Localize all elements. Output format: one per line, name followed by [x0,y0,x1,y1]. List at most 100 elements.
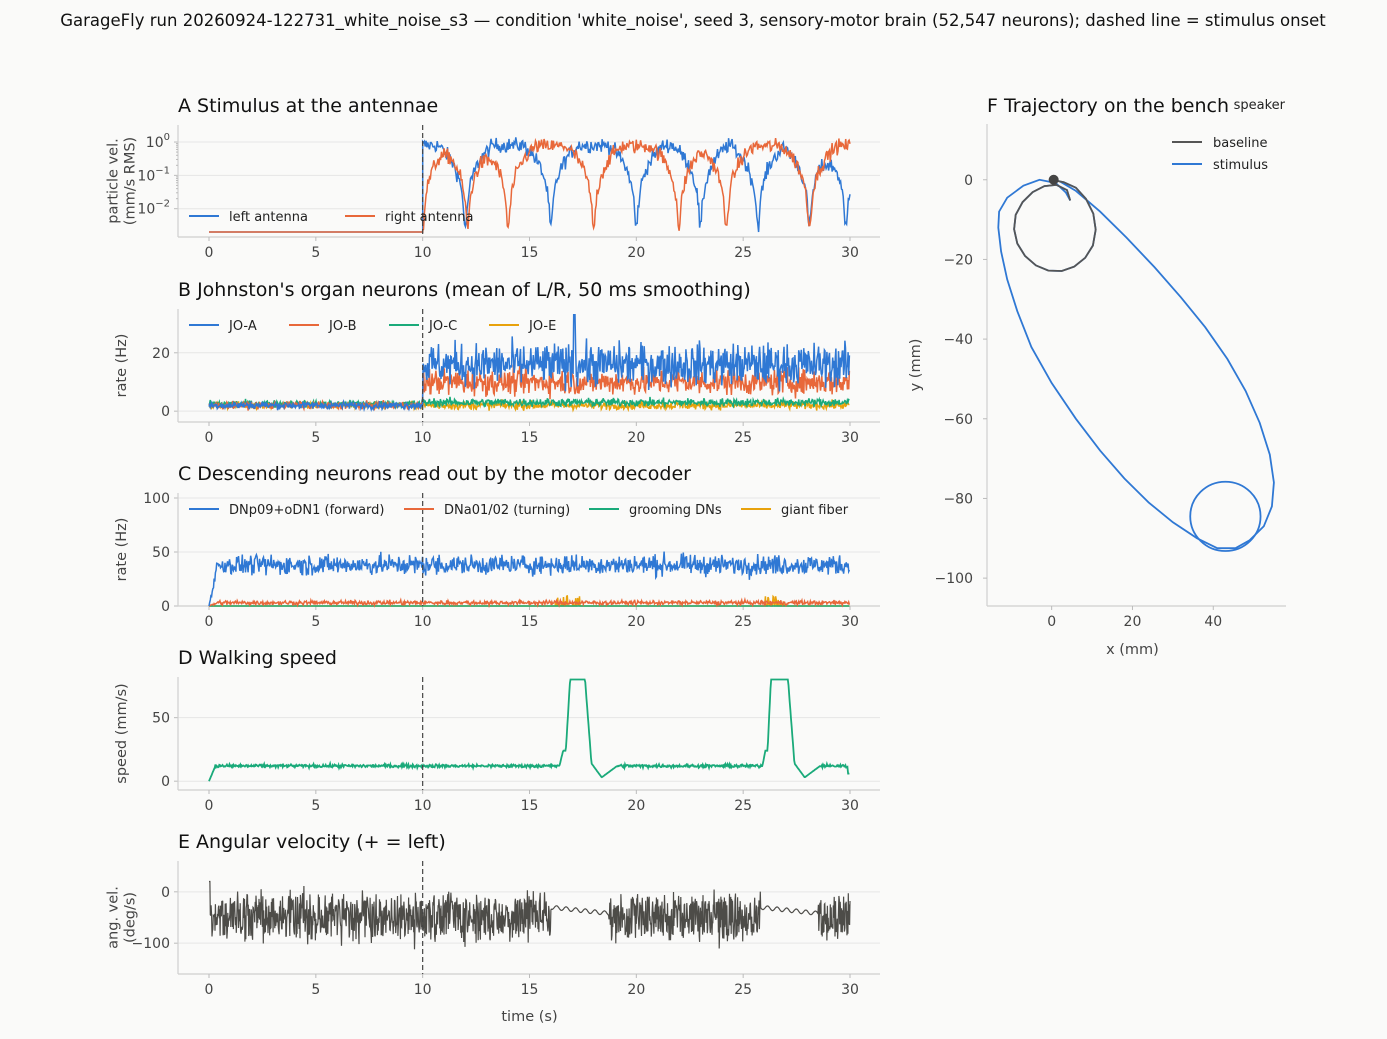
panel-C-xtick-label: 20 [627,614,645,630]
panel-B-title: B Johnston's organ neurons (mean of L/R,… [178,279,751,301]
panel-E-xlabel: time (s) [501,1009,557,1025]
panel-D-ylabel: speed (mm/s) [114,683,130,783]
panel-B-legend-label: JO-A [228,319,257,334]
panel-C-title: C Descending neurons read out by the mot… [178,463,691,485]
panel-D-ytick-label: 0 [161,774,170,790]
panel-F-stimulus-loop [1189,480,1262,552]
panel-F-xtick-label: 20 [1124,614,1142,630]
panel-A-title: A Stimulus at the antennae [178,95,438,117]
panel-A-xtick-label: 25 [734,245,752,261]
panel-E-angular-velocity: E Angular velocity (+ = left) 0 −100 0 5 10 1… [106,831,880,1025]
panel-F-ytick-label: −40 [943,332,973,348]
panel-A-xtick-label: 5 [311,245,320,261]
panel-E-xtick-label: 30 [841,982,859,998]
panel-C-xtick-label: 5 [311,614,320,630]
panel-E-ylabel: ang. vel. [106,886,122,949]
panel-E-title: E Angular velocity (+ = left) [178,831,446,853]
panel-F-speaker-marker [1048,174,1059,185]
panel-C-ylabel: rate (Hz) [114,518,130,582]
panel-D-xtick-label: 20 [627,798,645,814]
panel-D-walking-speed: D Walking speed 0 50 0 5 10 15 20 25 30 speed (mm… [114,647,880,814]
panel-B-legend-label: JO-E [528,319,556,334]
panel-A-series-right-antenna [209,137,851,233]
panel-A-xtick-label: 30 [841,245,859,261]
panel-F-stimulus-path [997,178,1275,550]
panel-B-xtick-label: 30 [841,430,859,446]
panel-C-xtick-label: 15 [521,614,539,630]
panel-A-ytick-label: 100 [146,132,170,151]
panel-A-ytick-label: 10−2 [137,199,170,218]
panel-B-series-JO-A [208,314,851,413]
panel-E-xtick-label: 0 [205,982,214,998]
panel-F-trajectory: F Trajectory on the bench 0 −20 −40 −60 −80 −… [908,95,1286,658]
panel-A-xtick-label: 10 [414,245,432,261]
panel-D-xtick-label: 15 [521,798,539,814]
panel-B-xtick-label: 25 [734,430,752,446]
panel-A-ylabel: particle vel. [106,138,122,223]
panel-D-series-speed [208,678,850,782]
panel-F-xtick-label: 0 [1047,614,1056,630]
panel-A-ytick-label: 10−1 [137,165,170,184]
panel-C-legend-label: DNa01/02 (turning) [444,503,570,518]
panel-C-xtick-label: 0 [205,614,214,630]
panel-B-jo-neurons: B Johnston's organ neurons (mean of L/R,… [114,279,880,446]
panel-F-title: F Trajectory on the bench [987,95,1229,117]
panel-B-ytick-label: 20 [152,346,170,362]
panel-A-stimulus: A Stimulus at the antennae 100 10−1 10−2 0 5… [106,95,880,261]
panel-C-ytick-label: 0 [161,599,170,615]
panel-F-ytick-label: −20 [943,252,973,268]
panel-F-baseline-path [1013,178,1097,272]
panel-E-xtick-label: 5 [311,982,320,998]
panel-F-legend-label: baseline [1213,136,1267,151]
panel-E-series-angular-velocity [209,880,851,950]
panel-D-ytick-label: 50 [152,711,170,727]
panel-C-ytick-label: 50 [152,545,170,561]
panel-E-xtick-label: 25 [734,982,752,998]
panel-A-xtick-label: 0 [205,245,214,261]
panel-D-title: D Walking speed [178,647,337,669]
panel-C-legend-label: DNp09+oDN1 (forward) [229,503,385,518]
panel-D-xtick-label: 10 [414,798,432,814]
panel-C-series-DNa01-02-turning- [208,596,851,609]
panel-C-series-DNp09-oDN1-forward- [208,551,851,607]
panel-B-ylabel: rate (Hz) [114,334,130,398]
panel-A-legend-label: right antenna [385,210,473,225]
panel-F-ytick-label: 0 [964,173,973,189]
panel-E-ytick-label: −100 [132,936,170,952]
panel-C-xtick-label: 30 [841,614,859,630]
panel-B-ytick-label: 0 [161,404,170,420]
panel-F-ytick-label: −100 [935,571,973,587]
panel-D-xtick-label: 30 [841,798,859,814]
panel-A-xtick-label: 15 [521,245,539,261]
panel-E-ytick-label: 0 [161,885,170,901]
panel-C-legend-label: giant fiber [781,503,849,518]
panel-C-ytick-label: 100 [143,491,170,507]
panel-B-xtick-label: 20 [627,430,645,446]
panel-C-legend-label: grooming DNs [629,503,722,518]
panel-F-ytick-label: −80 [943,491,973,507]
panel-B-legend-label: JO-C [428,319,457,334]
panel-D-xtick-label: 0 [205,798,214,814]
panel-C-xtick-label: 25 [734,614,752,630]
panel-D-xtick-label: 25 [734,798,752,814]
panel-F-legend-label: stimulus [1213,158,1268,173]
panel-C-xtick-label: 10 [414,614,432,630]
panel-E-xtick-label: 15 [521,982,539,998]
panel-B-xtick-label: 0 [205,430,214,446]
panel-B-xtick-label: 15 [521,430,539,446]
panel-E-xtick-label: 10 [414,982,432,998]
panel-B-series-JO-C [208,396,850,411]
panel-B-legend-label: JO-B [328,319,357,334]
panel-A-series-left-antenna [209,137,851,233]
panel-D-xtick-label: 5 [311,798,320,814]
panel-F-xtick-label: 40 [1204,614,1222,630]
panel-A-xtick-label: 20 [627,245,645,261]
panel-B-xtick-label: 10 [414,430,432,446]
panel-A-ylabel: (mm/s RMS) [123,137,139,225]
panel-E-ylabel: (deg/s) [123,892,139,943]
panel-C-descending-neurons: C Descending neurons read out by the mot… [114,463,880,630]
panel-B-series-JO-E [209,398,850,413]
panel-A-legend-label: left antenna [229,210,308,225]
panel-F-xlabel: x (mm) [1106,642,1159,658]
